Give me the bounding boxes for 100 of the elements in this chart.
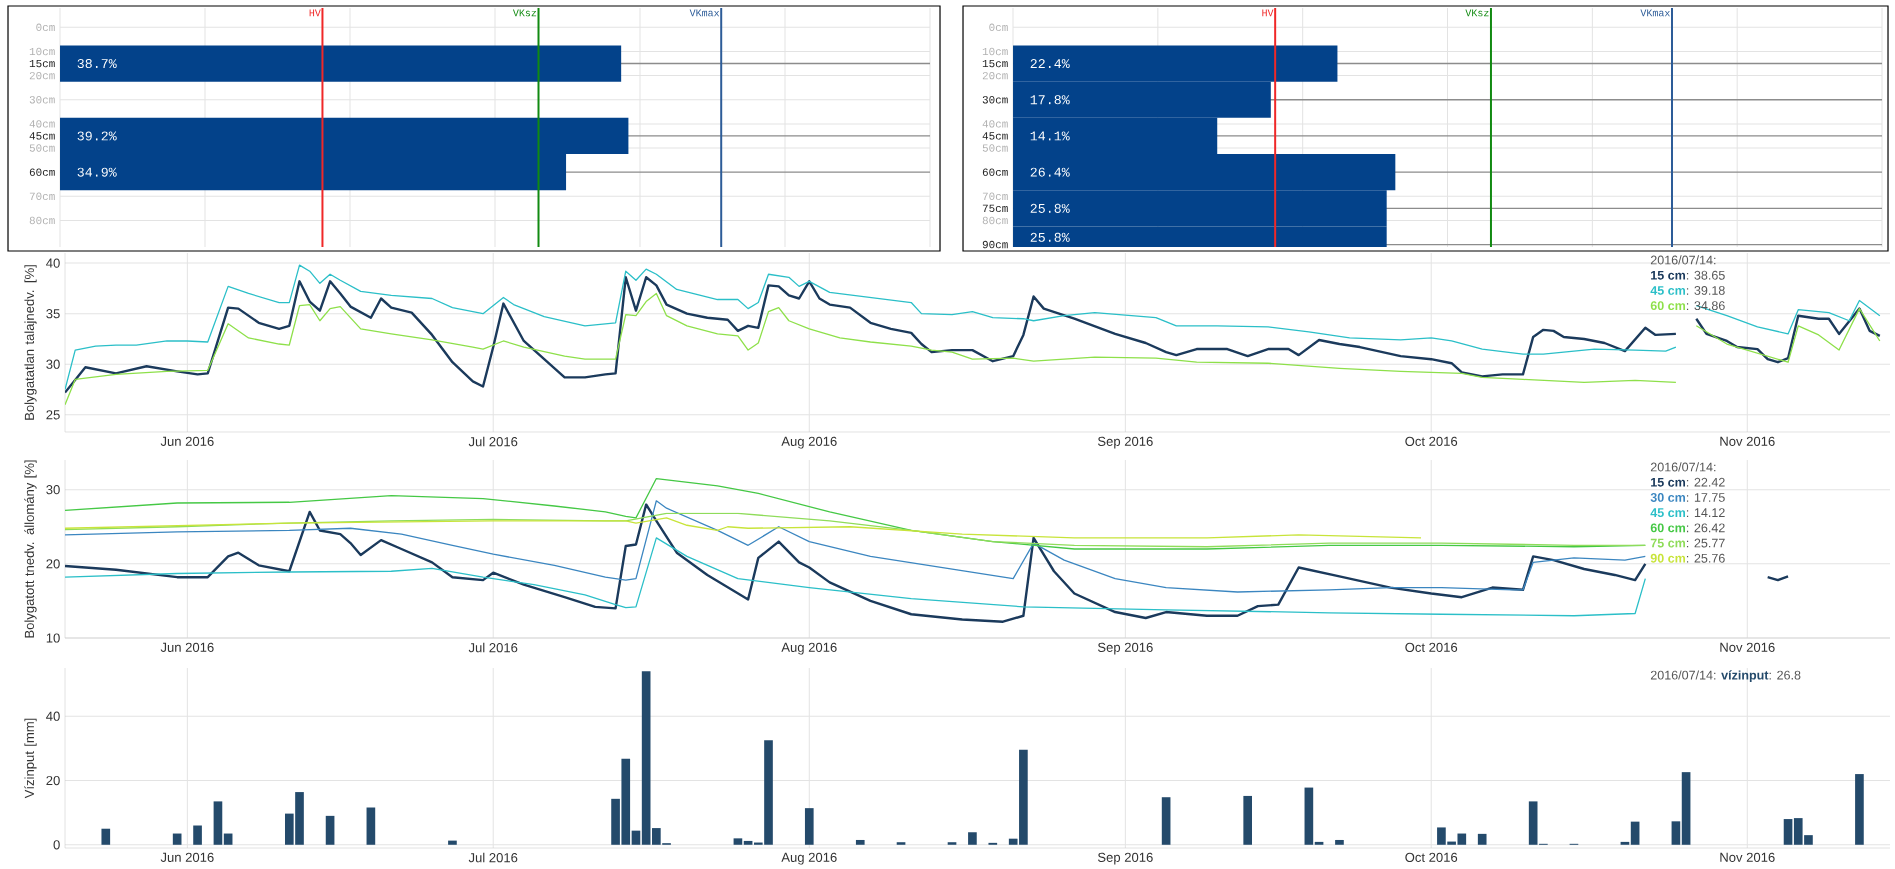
bar: [733, 838, 743, 845]
bar: [223, 833, 233, 845]
bar: [631, 830, 641, 845]
y-tick-label: 30: [46, 485, 60, 495]
y-tick-label: 60cm: [29, 168, 55, 176]
data-label: 34.9%: [77, 167, 117, 177]
series-label: 75 cm: [1650, 538, 1686, 548]
bar: [193, 825, 202, 845]
y-tick-label: 20: [46, 775, 60, 786]
y-tick-label: 0: [53, 840, 60, 850]
text: vízinput: [1721, 670, 1769, 683]
x-tick-label: Jun 2016: [160, 852, 214, 862]
bar: [1620, 841, 1630, 845]
bar: [641, 671, 651, 845]
data-label: 26.4%: [1030, 167, 1070, 177]
data-label: 17.8%: [1030, 95, 1070, 105]
y-tick-label: 45cm: [982, 132, 1008, 140]
legend-title: 2016/07/14:: [1650, 462, 1716, 472]
x-tick-label: Oct 2016: [1405, 436, 1458, 446]
annotation: : 14.12: [1686, 508, 1725, 517]
y-tick-label: 30: [46, 359, 60, 369]
series-label: 60 cm: [1650, 523, 1686, 533]
x-tick-label: Nov 2016: [1720, 436, 1775, 446]
x-tick-label: Jul 2016: [468, 436, 518, 447]
series-label: 60 cm: [1650, 301, 1686, 311]
bar: [947, 842, 957, 845]
data-label: 38.7%: [77, 59, 117, 69]
annotation: : 38.65: [1686, 270, 1725, 280]
bar: [1630, 821, 1640, 845]
bar: [1335, 839, 1344, 845]
bar: [325, 815, 335, 845]
ref-line-label: VKmax: [1640, 9, 1670, 17]
bar: [1243, 795, 1253, 845]
x-tick-label: Nov 2016: [1720, 642, 1775, 652]
annotation: : 22.42: [1686, 477, 1725, 487]
bar: [804, 808, 814, 845]
bar: [448, 840, 457, 845]
y-tick-label: 15cm: [29, 59, 55, 68]
y-tick-label: 20cm: [982, 71, 1008, 80]
x-tick-label: Sep 2016: [1097, 436, 1153, 449]
y-tick-label: 40: [46, 711, 60, 721]
bar: [968, 832, 977, 845]
x-tick-label: Aug 2016: [781, 436, 837, 449]
bar: [1855, 774, 1864, 845]
annotation: : 26.8: [1769, 670, 1801, 680]
annotation: : 25.76: [1686, 553, 1725, 563]
y-tick-label: 30cm: [982, 96, 1008, 104]
x-tick-label: Nov 2016: [1720, 852, 1775, 862]
data-label: 14.1%: [1030, 131, 1070, 141]
bar: [1671, 821, 1681, 845]
y-axis-title: Bolygatatlan talajnedv. [%]: [24, 265, 37, 420]
bar: [1314, 841, 1324, 845]
legend-title: 2016/07/14:: [1650, 255, 1716, 265]
x-tick-label: Jun 2016: [160, 642, 214, 652]
y-tick-label: 10cm: [29, 47, 55, 56]
bar: [1161, 797, 1171, 845]
data-label: 39.2%: [77, 131, 117, 141]
annotation: : 34.86: [1686, 301, 1725, 311]
y-tick-label: 75cm: [982, 204, 1008, 213]
ref-line-label: VKmax: [689, 9, 720, 17]
ref-line-label: HV: [309, 9, 321, 17]
y-tick-label: 70cm: [982, 192, 1008, 201]
y-tick-label: 0cm: [36, 23, 55, 32]
bar: [172, 833, 182, 845]
x-tick-label: Jul 2016: [468, 642, 518, 653]
bar: [855, 839, 865, 845]
bar: [1681, 772, 1691, 845]
y-tick-label: 10cm: [982, 47, 1008, 56]
x-tick-label: Jun 2016: [160, 436, 214, 446]
annotation: : 17.75: [1686, 493, 1725, 502]
y-tick-label: 50cm: [982, 144, 1008, 152]
text: 45 cm: [1650, 508, 1686, 518]
x-tick-label: Sep 2016: [1097, 642, 1153, 655]
y-tick-label: 0cm: [989, 23, 1008, 32]
text: 90 cm: [1650, 553, 1686, 563]
y-axis-title: Vízinput [mm]: [24, 718, 37, 799]
y-tick-label: 40cm: [29, 120, 55, 128]
annotation: : 26.42: [1686, 523, 1725, 533]
bar: [1783, 819, 1793, 845]
y-tick-label: 20: [46, 559, 60, 569]
y-tick-label: 10: [46, 633, 60, 643]
annotation: : 39.18: [1686, 286, 1725, 295]
y-tick-label: 45cm: [29, 132, 55, 140]
y-tick-label: 30cm: [29, 96, 55, 104]
y-tick-label: 40cm: [982, 120, 1008, 128]
ref-line-label: VKsz: [512, 9, 537, 17]
bar: [743, 840, 753, 845]
ref-line-label: VKsz: [1465, 9, 1489, 17]
y-tick-label: 50cm: [29, 144, 55, 152]
y-tick-label: 80cm: [29, 216, 55, 225]
y-tick-label: 15cm: [982, 59, 1008, 68]
y-tick-label: 90cm: [982, 240, 1008, 249]
x-tick-label: Oct 2016: [1405, 642, 1458, 652]
y-tick-label: 60cm: [982, 168, 1008, 176]
text: 15 cm: [1651, 477, 1686, 487]
bar: [213, 801, 223, 845]
y-tick-label: 25: [46, 410, 60, 420]
data-label: 25.8%: [1030, 232, 1070, 242]
line-series: [65, 537, 1646, 617]
y-axis-title: Bolygatott tnedv. állomány [%]: [24, 460, 37, 638]
